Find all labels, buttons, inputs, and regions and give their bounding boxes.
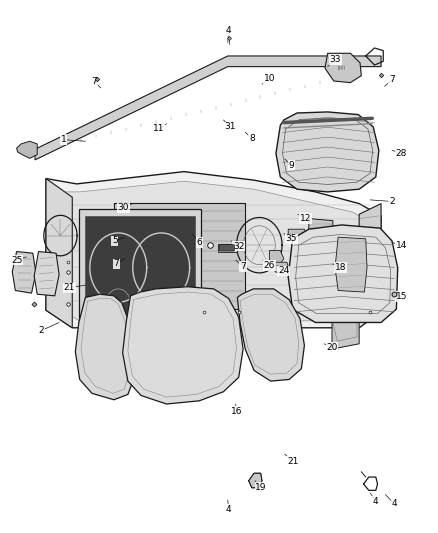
Polygon shape <box>325 53 361 83</box>
Polygon shape <box>57 181 371 321</box>
Text: 31: 31 <box>225 123 236 131</box>
Text: 35: 35 <box>286 235 297 243</box>
Text: 18: 18 <box>335 263 346 272</box>
Text: 14: 14 <box>396 241 407 249</box>
Polygon shape <box>332 316 359 349</box>
Polygon shape <box>288 229 307 241</box>
Polygon shape <box>275 262 289 274</box>
Text: 26: 26 <box>264 261 275 270</box>
Polygon shape <box>123 287 243 404</box>
Text: 21: 21 <box>64 284 75 292</box>
Text: 6: 6 <box>196 238 202 247</box>
Text: 20: 20 <box>326 343 338 352</box>
Text: 8: 8 <box>249 134 255 143</box>
Text: 11: 11 <box>153 125 164 133</box>
Polygon shape <box>359 204 381 310</box>
Text: 21: 21 <box>287 457 298 465</box>
Text: 1: 1 <box>60 135 67 144</box>
Text: 15: 15 <box>396 292 407 301</box>
Text: 24: 24 <box>278 266 290 275</box>
Polygon shape <box>288 225 398 322</box>
Text: 4: 4 <box>226 505 231 513</box>
Text: 32: 32 <box>233 242 244 251</box>
Polygon shape <box>309 219 333 237</box>
Text: 10: 10 <box>264 75 275 83</box>
Text: 28: 28 <box>396 149 407 158</box>
Text: 25: 25 <box>11 256 22 264</box>
Polygon shape <box>85 216 195 314</box>
Text: 2: 2 <box>389 197 395 206</box>
Text: 30: 30 <box>118 204 129 212</box>
Polygon shape <box>237 289 304 381</box>
Text: 4: 4 <box>392 499 397 508</box>
Polygon shape <box>335 237 367 292</box>
Text: 4: 4 <box>373 497 378 505</box>
Text: 2: 2 <box>39 326 44 335</box>
Polygon shape <box>93 237 144 298</box>
Text: 4: 4 <box>226 27 231 35</box>
Text: 16: 16 <box>231 407 242 416</box>
Text: 7: 7 <box>91 77 97 85</box>
Polygon shape <box>276 112 379 192</box>
Polygon shape <box>218 244 237 252</box>
FancyBboxPatch shape <box>219 245 234 251</box>
Polygon shape <box>79 209 201 321</box>
Text: 7: 7 <box>240 262 246 271</box>
Text: 5: 5 <box>112 237 118 245</box>
Polygon shape <box>46 172 381 328</box>
Text: IIIII: IIIII <box>337 66 346 71</box>
Polygon shape <box>34 252 59 296</box>
Text: 33: 33 <box>329 55 341 64</box>
Text: 12: 12 <box>300 214 311 223</box>
Polygon shape <box>269 251 284 264</box>
Text: 9: 9 <box>288 161 294 169</box>
Polygon shape <box>249 473 262 488</box>
Polygon shape <box>46 179 72 328</box>
Text: 7: 7 <box>389 76 395 84</box>
Polygon shape <box>114 203 245 309</box>
Polygon shape <box>12 252 36 293</box>
Text: 7: 7 <box>113 260 120 268</box>
Polygon shape <box>136 237 187 298</box>
Polygon shape <box>75 294 135 400</box>
Polygon shape <box>17 141 37 158</box>
Polygon shape <box>35 56 381 160</box>
Text: 19: 19 <box>255 483 267 492</box>
